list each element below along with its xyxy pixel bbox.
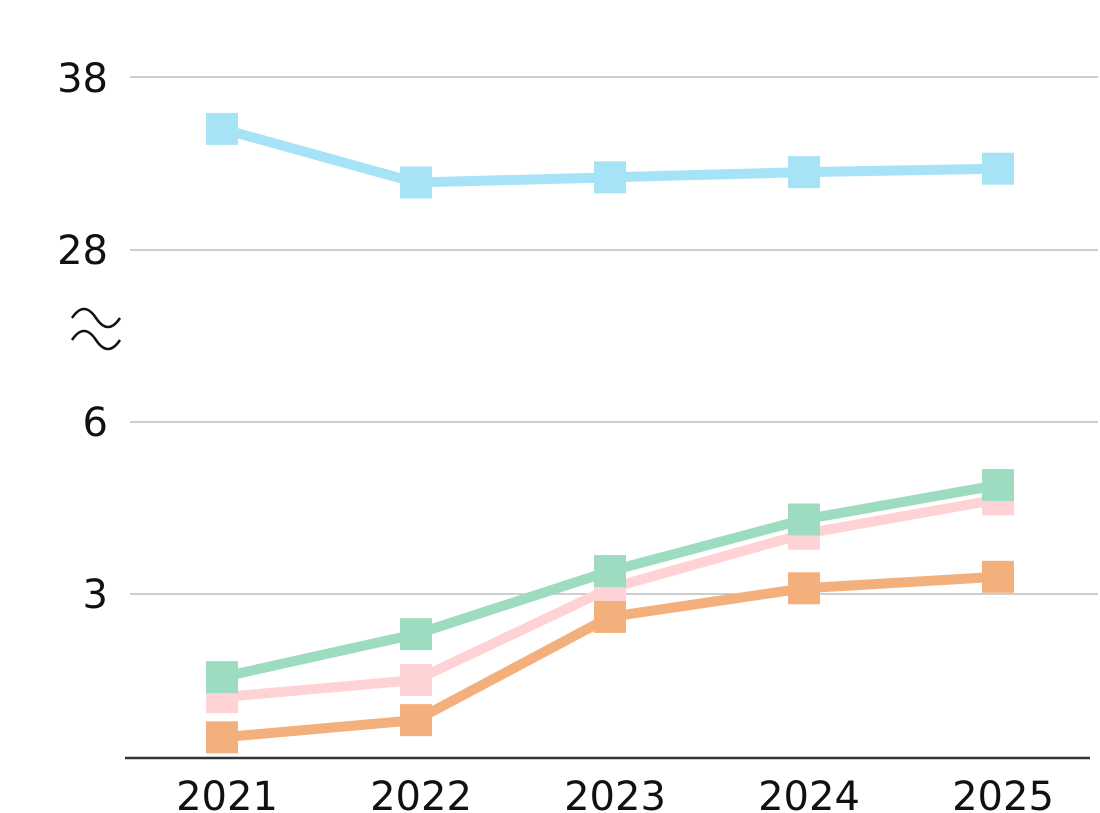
y-tick-label-6: 6 [83,400,108,446]
series-3-point-2023 [594,600,626,633]
series-3-point-2024 [788,572,820,605]
series-3-point-2025 [982,560,1014,593]
series-0-point-2024 [788,156,820,189]
series-1-point-2021 [206,661,238,694]
series-3-point-2022 [400,704,432,737]
series-3-point-2021 [206,721,238,754]
series-0-point-2021 [206,112,238,145]
x-tick-label-2023: 2023 [564,774,666,813]
x-tick-label-2022: 2022 [370,774,472,813]
series-0-point-2025 [982,152,1014,185]
x-tick-label-2024: 2024 [758,774,860,813]
series-0-point-2022 [400,166,432,199]
x-tick-label-2021: 2021 [176,774,278,813]
series-1-point-2022 [400,618,432,651]
series-layer [206,112,1014,754]
x-tick-label-2025: 2025 [952,774,1054,813]
series-0-point-2023 [594,161,626,194]
series-1-point-2023 [594,555,626,588]
series-1-point-2025 [982,469,1014,502]
y-tick-label-3: 3 [83,572,108,618]
axis-break-icon [70,307,122,351]
y-tick-label-38: 38 [57,56,108,102]
series-1-point-2024 [788,503,820,536]
series-2-point-2022 [400,664,432,696]
y-tick-label-28: 28 [57,228,108,274]
